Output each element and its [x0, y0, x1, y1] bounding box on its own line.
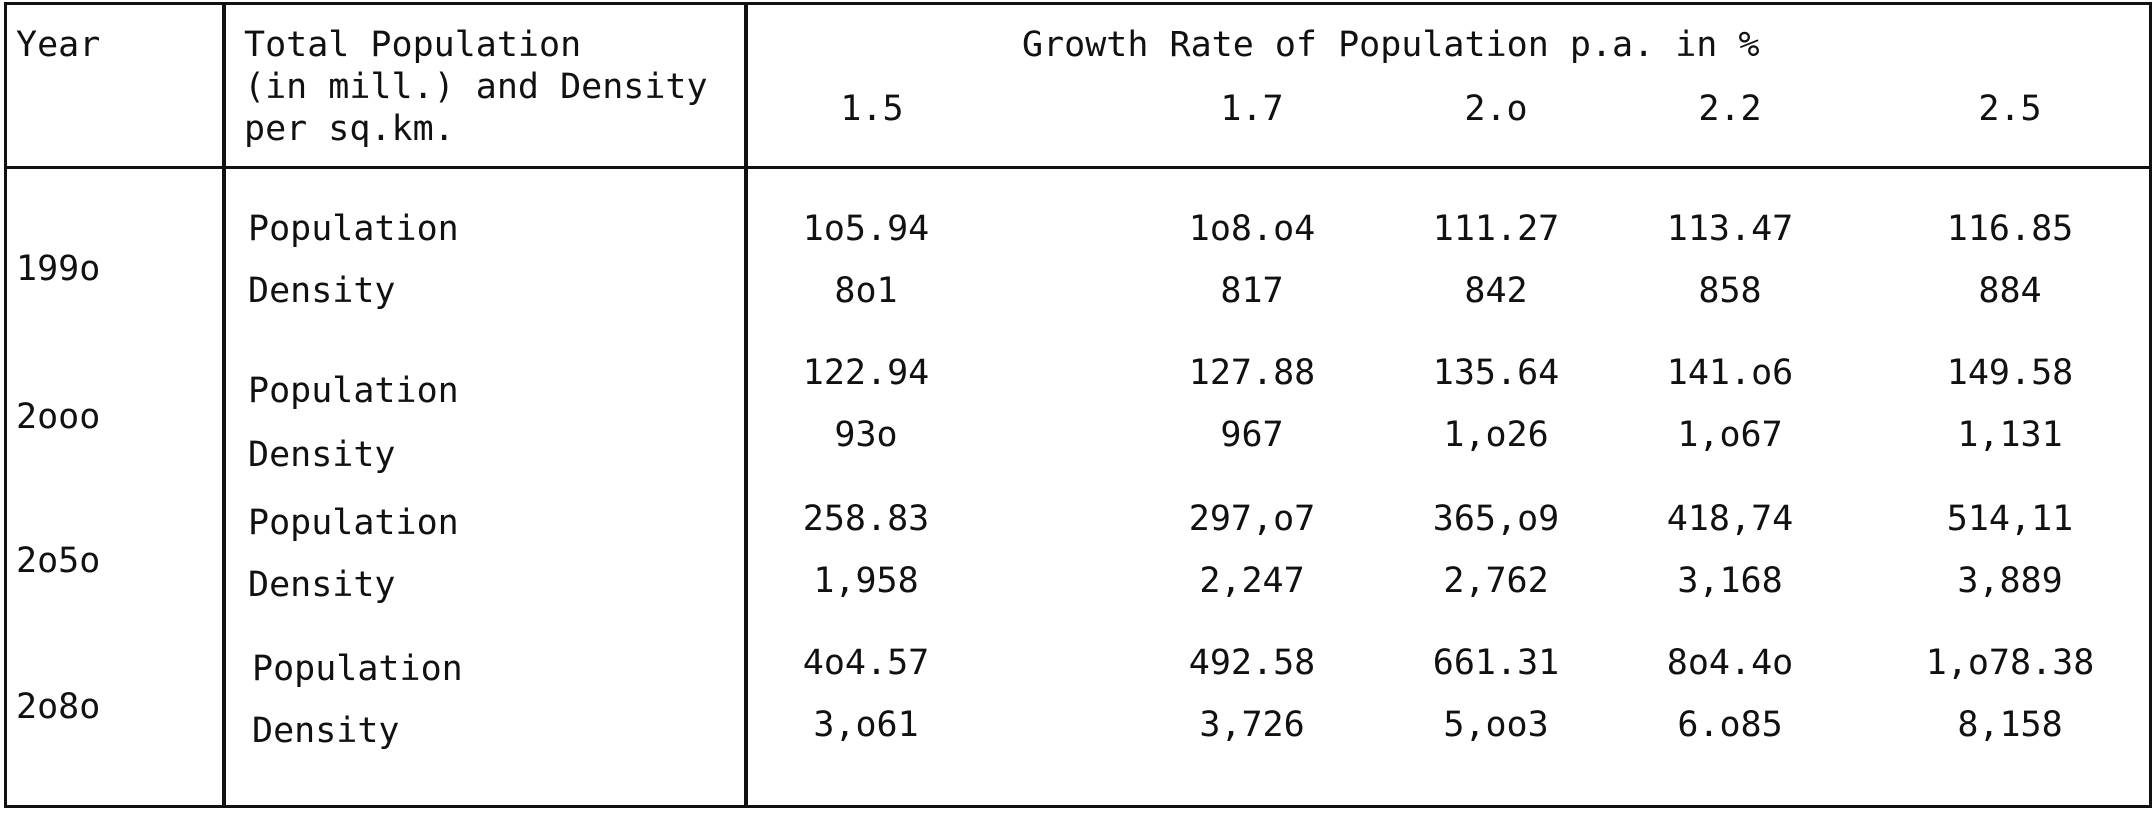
cell-population: 135.64 [1432, 353, 1560, 393]
header-total-line3: per sq.km. [244, 109, 455, 149]
cell-population: 365,o9 [1432, 499, 1560, 539]
cell-density: 817 [1220, 271, 1284, 311]
header-rate-3: 2.o [1464, 89, 1528, 129]
cell-population: 122.94 [802, 353, 930, 393]
cell-population: 1o5.94 [802, 209, 930, 249]
header-growth-title: Growth Rate of Population p.a. in % [1022, 25, 1760, 65]
table-border-left [4, 2, 7, 808]
cell-population: 4o4.57 [802, 643, 930, 683]
cell-population: 258.83 [802, 499, 930, 539]
cell-population: 1o8.o4 [1188, 209, 1316, 249]
cell-population: 127.88 [1188, 353, 1316, 393]
cell-density: 842 [1464, 271, 1528, 311]
header-rate-5: 2.5 [1978, 89, 2042, 129]
cell-density: 1,958 [813, 561, 919, 601]
cell-population: 149.58 [1946, 353, 2074, 393]
cell-population: 297,o7 [1188, 499, 1316, 539]
cell-density: 2,247 [1199, 561, 1305, 601]
cell-population: 111.27 [1432, 209, 1560, 249]
cell-density: 2,762 [1443, 561, 1549, 601]
cell-density: 1,o67 [1677, 415, 1783, 455]
header-total-line1: Total Population [244, 25, 582, 65]
cell-density: 858 [1698, 271, 1762, 311]
header-rate-1: 1.5 [840, 89, 904, 129]
row-population-label: Population [248, 209, 459, 249]
row-population-label: Population [248, 503, 459, 543]
cell-density: 3,889 [1957, 561, 2063, 601]
row-population-label: Population [248, 371, 459, 411]
cell-density: 93o [834, 415, 898, 455]
cell-density: 3,o61 [813, 705, 919, 745]
cell-density: 3,168 [1677, 561, 1783, 601]
cell-population: 418,74 [1666, 499, 1794, 539]
row-year: 2o8o [16, 687, 101, 727]
cell-density: 8,158 [1957, 705, 2063, 745]
row-year: 2o5o [16, 541, 101, 581]
row-year: 2ooo [16, 397, 101, 437]
cell-density: 967 [1220, 415, 1284, 455]
row-density-label: Density [248, 271, 396, 311]
cell-density: 5,oo3 [1443, 705, 1549, 745]
table-border-bottom [4, 805, 2152, 808]
cell-density: 1,131 [1957, 415, 2063, 455]
header-rate-4: 2.2 [1698, 89, 1762, 129]
cell-population: 116.85 [1946, 209, 2074, 249]
cell-population: 8o4.4o [1666, 643, 1794, 683]
cell-density: 6.o85 [1677, 705, 1783, 745]
column-divider-2 [744, 2, 748, 808]
row-population-label: Population [252, 649, 463, 689]
row-density-label: Density [248, 565, 396, 605]
cell-population: 661.31 [1432, 643, 1560, 683]
row-year: 199o [16, 249, 101, 289]
column-divider-1 [222, 2, 226, 808]
table-border-top [4, 2, 2152, 5]
header-total-line2: (in mill.) and Density [244, 67, 708, 107]
header-divider [4, 166, 2152, 169]
cell-density: 8o1 [834, 271, 898, 311]
header-year: Year [16, 25, 101, 65]
cell-density: 884 [1978, 271, 2042, 311]
header-rate-2: 1.7 [1220, 89, 1284, 129]
cell-population: 113.47 [1666, 209, 1794, 249]
cell-population: 141.o6 [1666, 353, 1794, 393]
cell-population: 514,11 [1946, 499, 2074, 539]
cell-density: 3,726 [1199, 705, 1305, 745]
row-density-label: Density [252, 711, 400, 751]
cell-density: 1,o26 [1443, 415, 1549, 455]
table-border-right [2149, 2, 2152, 808]
cell-population: 1,o78.38 [1925, 643, 2095, 683]
cell-population: 492.58 [1188, 643, 1316, 683]
row-density-label: Density [248, 435, 396, 475]
population-table: Year Total Population (in mill.) and Den… [4, 2, 2152, 810]
